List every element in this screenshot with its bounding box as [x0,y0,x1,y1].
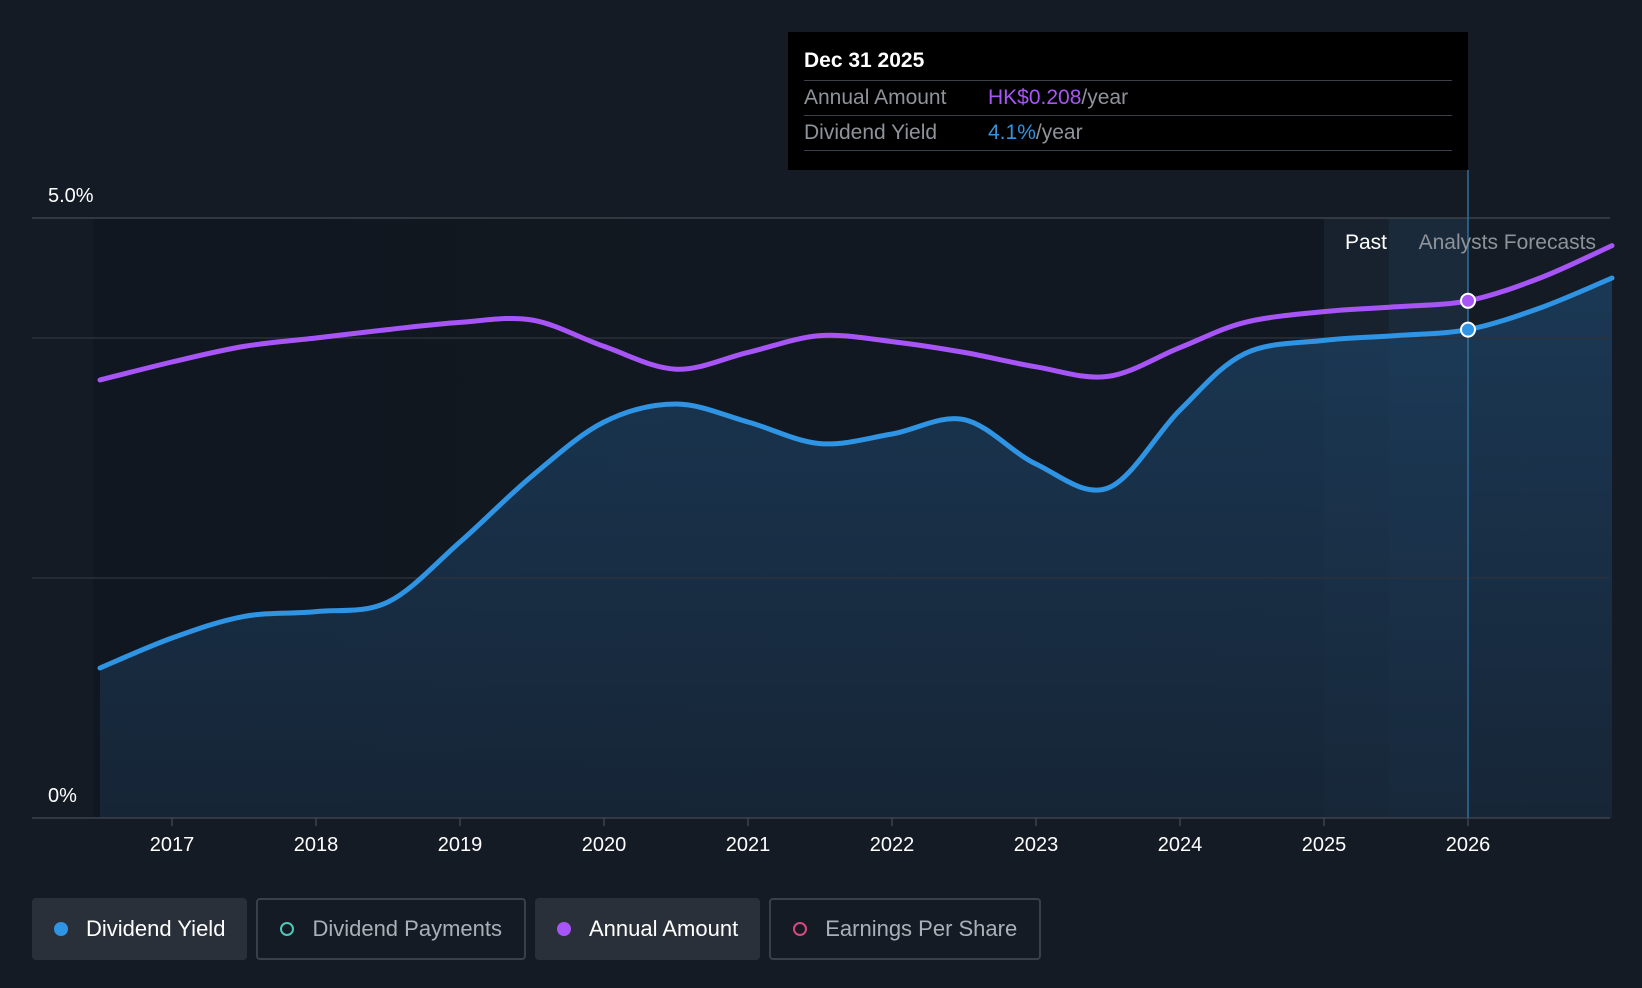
legend-label: Earnings Per Share [825,916,1018,941]
legend-dividend-yield[interactable]: Dividend Yield [32,898,248,960]
annual-amount-dot-icon [556,922,571,936]
legend: Dividend Yield Dividend Payments Annual … [32,898,1042,960]
x-tick-label: 2025 [1302,834,1347,856]
legend-label: Annual Amount [588,916,739,941]
dividend-yield-marker [1460,321,1476,338]
tooltip-label: Annual Amount [804,86,947,109]
x-tick-label: 2018 [294,834,339,856]
dividend-yield-dot-icon [54,922,68,936]
x-tick-label: 2023 [1014,834,1059,856]
x-tick-label: 2024 [1158,834,1203,856]
legend-label: Dividend Yield [86,916,226,941]
earnings-per-share-ring-icon [793,922,808,936]
x-tick-label: 2017 [150,834,195,856]
y-tick-label: 0% [48,785,77,807]
x-tick-label: 2026 [1446,834,1491,856]
x-tick-label: 2021 [726,834,771,856]
tooltip-value: HK$0.208 [988,86,1082,109]
legend-earnings-per-share[interactable]: Earnings Per Share [769,898,1042,960]
tooltip: Dec 31 2025 Annual Amount HK$0.208 /year… [788,32,1468,170]
dividend-yield-area [100,278,1612,818]
tooltip-row-dividend-yield: Dividend Yield 4.1% /year [804,115,1452,151]
legend-annual-amount[interactable]: Annual Amount [534,898,761,960]
forecast-label: Analysts Forecasts [1419,231,1596,254]
legend-label: Dividend Payments [312,916,502,941]
tooltip-unit: /year [1081,86,1129,109]
x-tick-label: 2022 [870,834,915,856]
dividend-yield-line [97,275,1615,671]
tooltip-value: 4.1% [988,121,1036,144]
dividend-payments-ring-icon [280,922,295,936]
tooltip-label: Dividend Yield [804,121,938,144]
legend-dividend-payments[interactable]: Dividend Payments [256,898,526,960]
past-label: Past [1345,231,1387,254]
tooltip-date: Dec 31 2025 [804,49,925,72]
y-tick-label: 5.0% [48,185,94,207]
x-tick-label: 2019 [438,834,483,856]
tooltip-row-annual-amount: Annual Amount HK$0.208 /year [804,80,1452,115]
annual-amount-line [97,243,1615,383]
tooltip-unit: /year [1035,121,1083,144]
x-tick-label: 2020 [582,834,627,856]
annual-amount-marker [1460,292,1476,309]
